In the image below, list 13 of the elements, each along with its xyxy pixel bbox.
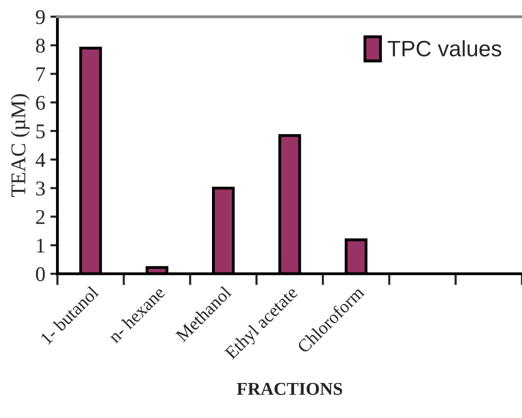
legend-label: TPC values: [388, 40, 502, 56]
x-axis-title: FRACTIONS: [236, 382, 342, 395]
y-tick-label: 3: [36, 182, 45, 196]
y-tick-label: 6: [36, 96, 45, 110]
y-tick-label: 4: [36, 153, 46, 167]
y-tick-label: 8: [36, 38, 45, 53]
y-tick-label: 5: [36, 124, 45, 138]
y-tick-label: 2: [36, 210, 44, 224]
y-tick-label: 7: [36, 67, 46, 82]
y-axis-title: TEAC (µM): [10, 94, 30, 197]
y-tick-label: 9: [36, 10, 45, 24]
y-tick-label: 1: [37, 238, 44, 252]
y-tick-label: 0: [36, 267, 45, 282]
